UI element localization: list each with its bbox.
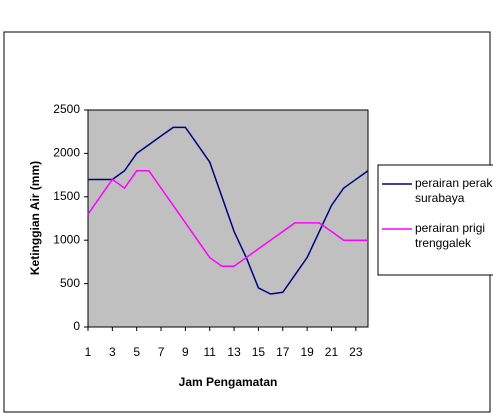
x-tick-label: 13 [227,345,241,359]
x-tick-label: 11 [204,345,217,359]
y-tick-label: 2000 [53,146,80,160]
y-tick-label: 1500 [53,189,80,203]
y-tick-label: 0 [73,319,80,333]
x-tick-label: 15 [252,345,266,359]
y-tick-label: 2500 [53,102,80,116]
x-tick-label: 1 [85,345,92,359]
x-tick-label: 3 [109,345,116,359]
series-line [87,170,368,267]
y-tick-label: 500 [60,276,80,290]
x-tick-label: 5 [133,345,140,359]
series-line [88,126,369,295]
x-tick-label: 17 [276,345,290,359]
x-tick-label: 9 [182,345,189,359]
x-tick-label: 23 [349,345,363,359]
x-tick-label: 21 [325,345,339,359]
y-axis-label: Ketinggian Air (mm) [28,161,42,275]
y-tick-label: 1000 [53,232,80,246]
x-tick-label: 7 [158,345,165,359]
legend-label: perairan perak surabaya [415,176,493,205]
x-tick-label: 19 [300,345,314,359]
plot-area [87,109,369,328]
x-axis-label: Jam Pengamatan [179,375,278,389]
legend-label: perairan prigi trenggalek [415,221,486,250]
